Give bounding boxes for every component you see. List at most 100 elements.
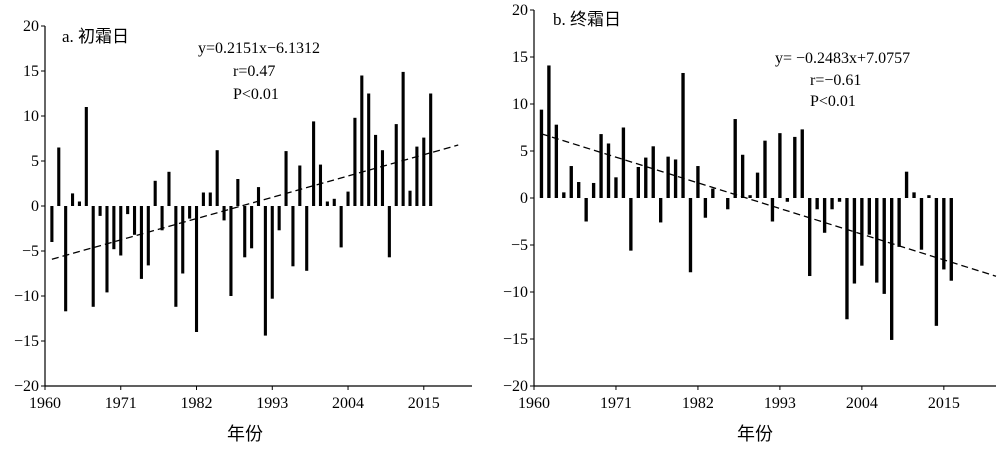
panel-b-y-tick-label: −15 xyxy=(503,331,528,348)
panel-a-y-tick-label: −10 xyxy=(14,288,39,305)
panel-b-x-tick-label: 1993 xyxy=(764,395,796,412)
panel-a-bar xyxy=(270,206,274,299)
panel-a-bar xyxy=(408,190,412,206)
panel-a-x-tick-label: 1960 xyxy=(29,395,61,412)
panel-b-bar xyxy=(644,157,648,198)
panel-a-bar xyxy=(153,180,157,206)
panel-b-bar xyxy=(547,65,551,199)
panel-b-y-tick-label: −10 xyxy=(503,284,528,301)
panel-a-bar xyxy=(284,151,288,206)
panel-b-bar xyxy=(837,198,842,202)
panel-b-bar xyxy=(949,198,953,281)
panel-a-bar xyxy=(243,206,247,258)
panel-b-bar xyxy=(614,177,618,198)
panel-b-bar xyxy=(748,195,752,198)
panel-a-bar xyxy=(64,206,68,312)
panel-a-bar xyxy=(339,206,343,248)
panel-b-y-tick-label: 20 xyxy=(512,2,528,19)
panel-b-bar xyxy=(919,198,924,250)
panel-a-bar xyxy=(229,206,233,296)
panel-b-bar xyxy=(942,198,946,270)
panel-b-bar xyxy=(577,182,581,198)
panel-b-bar xyxy=(696,166,700,198)
panel-b-bar xyxy=(569,166,573,198)
panel-b-bar xyxy=(681,72,685,198)
panel-a-bar xyxy=(277,206,281,231)
panel-a-x-tick-label: 2004 xyxy=(332,395,364,412)
panel-b-trend-line xyxy=(541,133,997,277)
panel-a-bar xyxy=(132,206,137,235)
panel-a-bar xyxy=(422,137,426,206)
panel-a-bar xyxy=(318,164,323,206)
panel-b-x-tick-label: 1971 xyxy=(600,395,632,412)
panel-b-bar xyxy=(673,159,678,198)
panel-a-bar xyxy=(325,201,329,206)
panel-a-bar xyxy=(208,192,212,206)
panel-b-y-tick-label: −20 xyxy=(503,378,528,395)
panel-a-bar xyxy=(429,93,433,206)
panel-b-bar xyxy=(800,129,804,198)
panel-b-bar xyxy=(808,198,812,277)
panel-b-bar xyxy=(845,198,849,320)
panel-b-bar xyxy=(912,192,916,198)
panel-b-bar xyxy=(539,109,544,198)
panel-a-ticks: −20 −15 −10 −5 0 5 10 15 20 1960 1971 1982 1993 2004 2… xyxy=(14,18,440,412)
panel-b-bar xyxy=(822,198,827,233)
panel-a-bar xyxy=(194,206,199,332)
panel-a-y-tick-label: 5 xyxy=(31,153,39,170)
panel-b-equation: y= −0.2483x+7.0757 xyxy=(775,50,910,67)
panel-a-bar xyxy=(201,192,205,206)
panel-a-bar xyxy=(160,206,164,231)
panel-a-first-frost: −20 −15 −10 −5 0 5 10 15 20 1960 1971 1982 1993 2004 2… xyxy=(14,18,472,444)
panel-a-y-tick-label: 20 xyxy=(23,18,39,35)
panel-a-bar xyxy=(91,206,95,307)
panel-b-title: b. 终霜日 xyxy=(553,10,621,29)
panel-b-bar xyxy=(651,146,655,198)
panel-a-x-tick-label: 1993 xyxy=(256,395,288,412)
panel-b-y-tick-label: 5 xyxy=(520,143,528,160)
panel-a-xlabel: 年份 xyxy=(227,424,263,444)
panel-b-bar xyxy=(688,198,693,273)
panel-a-y-tick-label: −5 xyxy=(22,243,39,260)
panel-a-bars xyxy=(50,71,433,336)
panel-a-x-tick-label: 1982 xyxy=(181,395,213,412)
panel-b-ticks: −20 −15 −10 −5 0 5 10 15 20 1960 1971 1982 1993 2004 2… xyxy=(503,2,960,412)
panel-b-y-tick-label: −5 xyxy=(511,237,528,254)
panel-b-bar xyxy=(621,127,626,198)
panel-a-bar xyxy=(367,93,371,206)
panel-b-r: r=−0.61 xyxy=(810,72,861,89)
panel-a-bar xyxy=(298,165,302,206)
panel-b-bar xyxy=(726,198,730,210)
panel-a-y-tick-label: −15 xyxy=(14,333,39,350)
panel-a-bar xyxy=(71,193,75,206)
panel-a-bar xyxy=(250,206,254,249)
panel-a-bar xyxy=(174,206,178,307)
panel-a-bar xyxy=(332,198,336,206)
panel-b-y-tick-label: 0 xyxy=(520,190,528,207)
panel-a-bar xyxy=(84,107,88,206)
panel-b-p: P<0.01 xyxy=(810,93,856,110)
panel-a-bar xyxy=(77,201,81,206)
panel-a-bar xyxy=(146,206,150,266)
panel-b-bar xyxy=(591,182,596,198)
panel-b-bar xyxy=(763,140,767,198)
panel-a-bar xyxy=(415,146,419,206)
panel-a-bar xyxy=(387,206,391,258)
panel-a-bar xyxy=(291,206,295,267)
panel-b-bar xyxy=(666,156,670,198)
panel-b-bar xyxy=(584,198,588,222)
panel-b-bar xyxy=(882,198,886,294)
panel-b-bar xyxy=(606,143,611,198)
panel-a-bar xyxy=(112,206,116,250)
panel-a-bar xyxy=(394,124,398,206)
panel-b-bar xyxy=(875,198,879,283)
panel-a-bar xyxy=(167,171,171,206)
panel-a-y-tick-label: −20 xyxy=(14,378,39,395)
panel-b-bar xyxy=(562,192,566,198)
panel-a-r: r=0.47 xyxy=(233,63,275,80)
panel-b-bar xyxy=(934,198,939,326)
panel-b-bar xyxy=(860,198,864,266)
panel-a-bar xyxy=(57,147,61,206)
panel-b-bar xyxy=(927,195,931,198)
panel-b-x-tick-label: 2015 xyxy=(928,395,960,412)
